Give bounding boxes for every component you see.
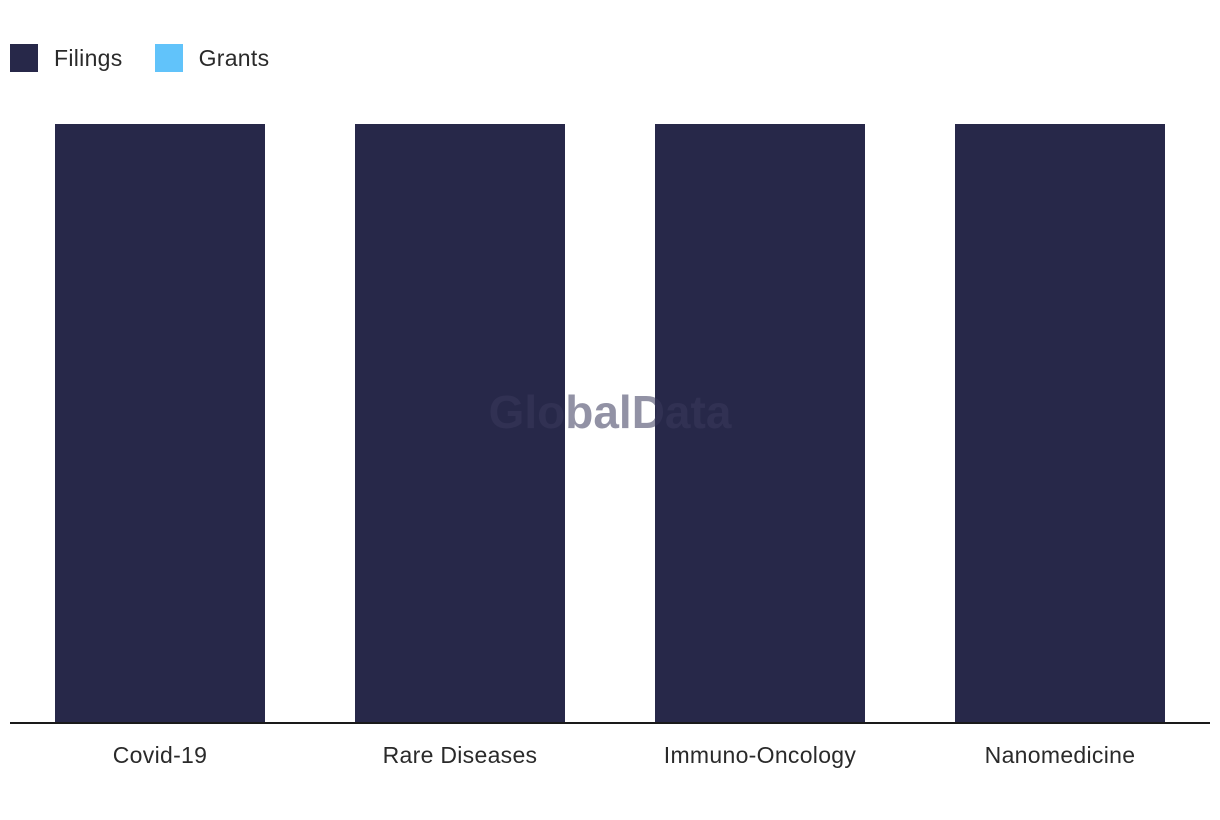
chart-legend: Filings Grants	[10, 42, 301, 74]
x-tick-label-2: Immuno-Oncology	[664, 742, 857, 768]
legend-swatch-filings	[10, 44, 38, 72]
legend-label-grants: Grants	[198, 44, 270, 71]
bar-filings-1[interactable]	[355, 124, 565, 723]
watermark-logo: GlobalData	[489, 386, 732, 438]
legend-label-filings: Filings	[54, 44, 123, 71]
bars-group	[55, 124, 1165, 723]
x-tick-label-3: Nanomedicine	[985, 742, 1136, 768]
x-tick-label-1: Rare Diseases	[383, 742, 538, 768]
x-tick-label-0: Covid-19	[113, 742, 207, 768]
bar-filings-3[interactable]	[955, 124, 1165, 723]
legend-item-grants[interactable]: Grants	[154, 44, 270, 72]
legend-swatch-grants	[154, 44, 183, 72]
x-tick-labels: Covid-19 Rare Diseases Immuno-Oncology Nano…	[113, 742, 1136, 768]
bar-filings-0[interactable]	[55, 124, 265, 723]
bar-filings-2[interactable]	[655, 124, 865, 723]
legend-item-filings[interactable]: Filings	[10, 44, 123, 72]
